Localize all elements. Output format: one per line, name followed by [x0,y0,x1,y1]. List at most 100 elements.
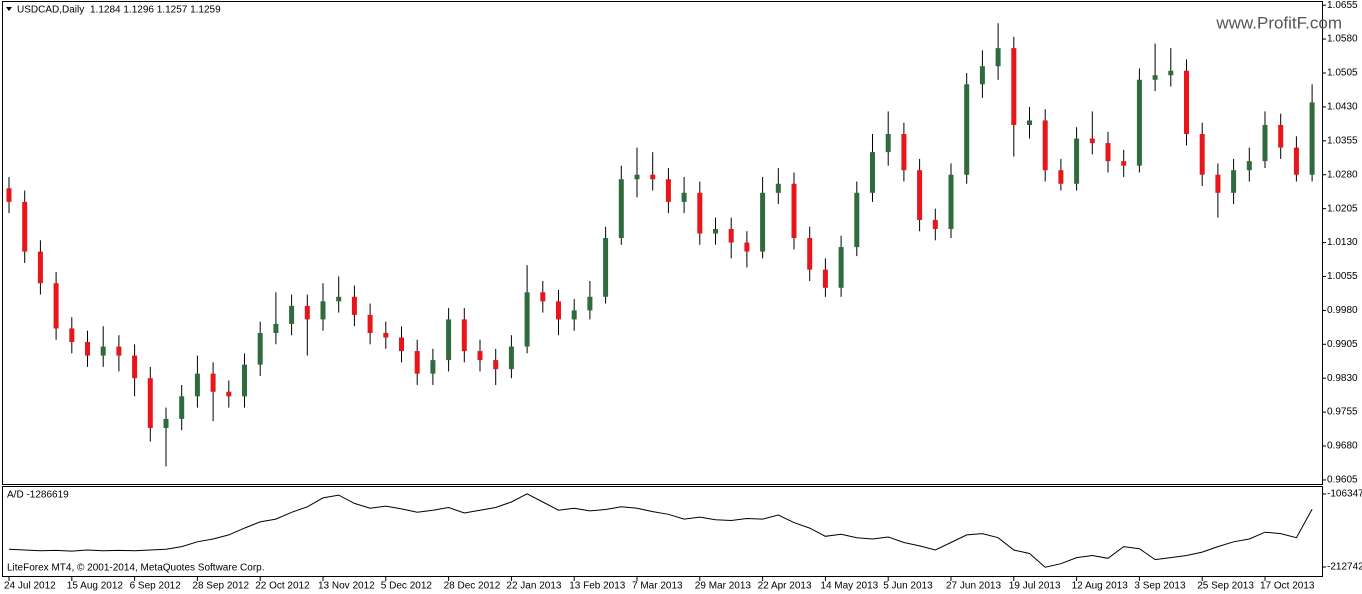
candle-body [446,319,452,361]
candle-body [587,296,593,311]
x-tick-label: 25 Sep 2013 [1197,581,1254,592]
candle-body [132,355,138,379]
chart-title: USDCAD,Daily [17,5,84,16]
x-tick-label: 3 Sep 2013 [1134,581,1186,592]
candle-body [461,319,467,352]
candle-body [760,192,766,252]
candle-body [1309,102,1315,175]
copyright: LiteForex MT4, © 2001-2014, MetaQuotes S… [7,563,265,574]
dropdown-icon [6,7,12,11]
candle-body [351,296,357,315]
y-tick-label: 1.0280 [1327,169,1358,180]
candle-body [995,48,1001,67]
candle-body [948,174,954,229]
candle-body [1121,161,1127,166]
candle-body [320,301,326,320]
candle-body [807,238,813,270]
candle-body [791,183,797,239]
candle-body [822,269,828,288]
candle-body [665,179,671,202]
indicator-title: A/D -1286619 [7,490,69,501]
x-tick-label: 6 Sep 2012 [130,581,182,592]
candle-body [556,301,561,320]
candle-body [1246,161,1252,171]
candle-body [289,305,295,324]
x-tick-label: 24 Jul 2012 [4,581,56,592]
candle-body [1278,124,1284,148]
candle-body [69,328,75,343]
candle-body [100,346,106,356]
candle-body [210,373,216,392]
candle-body [1199,134,1205,175]
candle-body [697,192,703,234]
x-tick-label: 5 Dec 2012 [381,581,433,592]
x-tick-label: 13 Nov 2012 [318,581,375,592]
candle-body [430,360,436,374]
candle-body [493,360,499,370]
candle-body [257,332,263,365]
candle-body [226,391,232,397]
candle-body [273,323,279,333]
indicator-panel [2,486,1323,577]
x-tick-label: 29 Mar 2013 [695,581,752,592]
candle-body [728,228,734,243]
y-tick-label: 0.9830 [1327,373,1358,384]
y-tick-label: 1.0205 [1327,203,1358,214]
candle-body [838,247,844,288]
candle-body [917,170,923,220]
y-tick-label: 1.0580 [1327,34,1358,45]
price-header: 1.1284 1.1296 1.1257 1.1259 [90,5,221,16]
x-tick-label: 15 Aug 2012 [67,581,124,592]
y-tick-label: -1063472 [1327,489,1362,500]
candle-body [618,179,624,239]
candle-body [1168,70,1174,76]
candle-body [1042,120,1048,171]
y-tick-label: 1.0130 [1327,237,1358,248]
candle-body [163,418,169,428]
candle-body [336,296,342,302]
candle-body [242,364,247,397]
x-tick-label: 27 Jun 2013 [946,581,1001,592]
candle-body [1011,48,1017,125]
y-tick-label: 0.9980 [1327,305,1358,316]
x-tick-label: 12 Aug 2013 [1072,581,1129,592]
x-tick-label: 5 Jun 2013 [883,581,933,592]
candle-body [194,373,200,397]
candle-body [508,346,514,370]
candle-body [713,228,718,234]
y-tick-label: -2127420 [1327,562,1362,573]
candle-body [53,283,59,329]
candle-body [1027,120,1032,125]
candle-body [1262,124,1268,162]
candle-body [650,174,656,180]
candle-body [1293,147,1299,175]
candle-body [1105,143,1111,162]
y-tick-label: 1.0505 [1327,68,1358,79]
candle-body [603,238,609,297]
candle-body [634,174,640,180]
y-tick-label: 1.0655 [1327,0,1358,11]
candle-body [870,152,875,193]
candle-body [775,183,781,193]
y-tick-label: 0.9755 [1327,407,1358,418]
candle-body [540,292,546,302]
candle-body [901,134,907,171]
candle-body [681,192,687,202]
candle-body [147,378,153,428]
y-tick-label: 1.0355 [1327,135,1358,146]
y-tick-label: 1.0430 [1327,102,1358,113]
candle-body [37,251,43,284]
x-tick-label: 19 Jul 2013 [1009,581,1061,592]
x-tick-label: 14 May 2013 [820,581,878,592]
candle-body [1074,138,1080,184]
x-tick-label: 22 Oct 2012 [255,581,310,592]
y-tick-label: 0.9680 [1327,441,1358,452]
ad-line [8,493,1313,568]
candle-body [571,310,577,320]
candle-body [524,292,530,347]
candle-body [477,351,483,361]
y-tick-label: 0.9605 [1327,475,1358,486]
candle-body [1058,170,1064,184]
candle-body [383,332,389,338]
